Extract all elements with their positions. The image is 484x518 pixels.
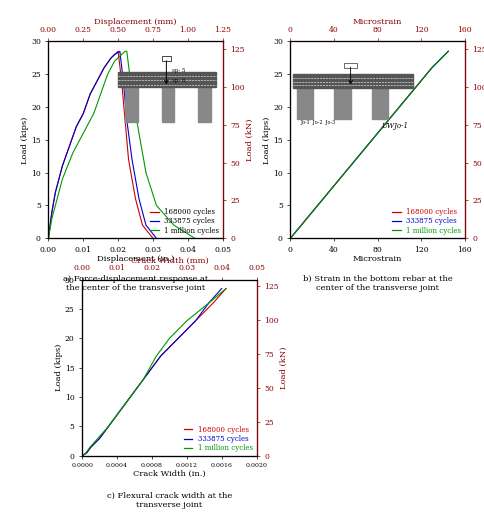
Text: UWJo-1: UWJo-1 [381, 122, 408, 130]
X-axis label: Crack Width (mm): Crack Width (mm) [131, 257, 208, 265]
Y-axis label: Load (kN): Load (kN) [246, 119, 254, 161]
Legend: 168000 cycles, 333875 cycles, 1 million cycles: 168000 cycles, 333875 cycles, 1 million … [184, 426, 253, 452]
X-axis label: Crack Width (in.): Crack Width (in.) [133, 470, 206, 478]
Y-axis label: Load (kN): Load (kN) [280, 347, 288, 389]
X-axis label: Displacement (mm): Displacement (mm) [94, 19, 177, 26]
Text: c) Flexural crack width at the
transverse joint: c) Flexural crack width at the transvers… [107, 492, 232, 509]
Y-axis label: Load (kips): Load (kips) [21, 116, 30, 164]
Text: a) Force-displacement response at
the center of the transverse joint: a) Force-displacement response at the ce… [63, 275, 208, 292]
Legend: 168000 cycles, 333875 cycles, 1 million cycles: 168000 cycles, 333875 cycles, 1 million … [392, 208, 461, 235]
X-axis label: Microstrain: Microstrain [353, 255, 402, 263]
X-axis label: Microstrain: Microstrain [353, 19, 402, 26]
Y-axis label: Load (kips): Load (kips) [55, 344, 63, 392]
Legend: 168000 cycles, 333875 cycles, 1 million cycles: 168000 cycles, 333875 cycles, 1 million … [150, 208, 219, 235]
Y-axis label: Load (kips): Load (kips) [263, 116, 272, 164]
X-axis label: Displacement (in.): Displacement (in.) [97, 255, 174, 263]
Text: b) Strain in the bottom rebar at the
center of the transverse joint: b) Strain in the bottom rebar at the cen… [302, 275, 453, 292]
